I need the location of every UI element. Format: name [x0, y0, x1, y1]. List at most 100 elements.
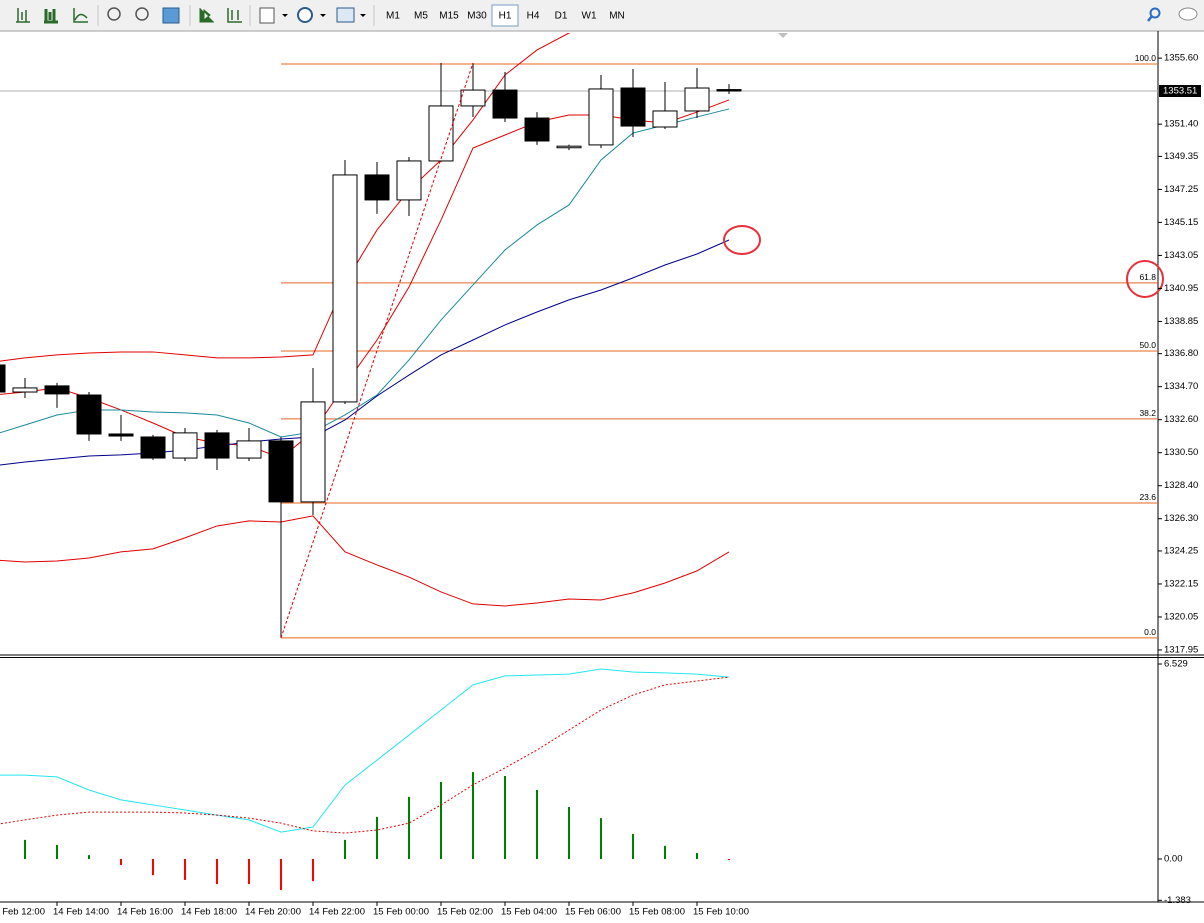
candle-body — [588, 88, 614, 146]
y-tick-label: 1334.70 — [1164, 381, 1198, 392]
current-price-label: 1353.51 — [1163, 86, 1197, 97]
candle-body — [44, 385, 70, 395]
timeframe-button[interactable]: M30 — [467, 11, 487, 22]
candle-body — [684, 87, 710, 112]
macd-line — [0, 676, 730, 834]
histogram-bar — [408, 796, 410, 859]
current-price-box — [1159, 85, 1201, 98]
histogram-bar — [120, 858, 122, 865]
histogram-bar — [312, 858, 314, 882]
y-tick-label: 1355.60 — [1164, 53, 1198, 64]
fibo-label: 50.0 — [1139, 340, 1156, 350]
candle-body — [236, 440, 262, 459]
candle-body — [364, 174, 390, 201]
candle-body — [300, 401, 326, 503]
indicator-line — [0, 99, 730, 459]
y-tick-label: 1330.50 — [1164, 447, 1198, 458]
line-icon[interactable] — [73, 8, 88, 23]
histogram-bar — [632, 833, 634, 859]
y-tick-label: 1322.15 — [1164, 578, 1198, 589]
timeframe-button[interactable]: M5 — [414, 11, 428, 22]
dropdown[interactable] — [282, 14, 288, 17]
autoscroll[interactable] — [199, 8, 214, 23]
macd-line — [0, 668, 730, 833]
timeframe-button[interactable]: H4 — [527, 11, 540, 22]
y-tick-label: -1.383 — [1164, 895, 1191, 906]
chat[interactable] — [1178, 7, 1198, 21]
candle-body — [204, 432, 230, 459]
chart-type-icons[interactable] — [16, 8, 88, 24]
y-tick-label: 1324.25 — [1164, 545, 1198, 556]
indicator-line — [0, 515, 730, 607]
y-tick-label: 1320.05 — [1164, 611, 1198, 622]
dropdown[interactable] — [320, 14, 326, 17]
histogram-bar — [152, 858, 154, 876]
bar-chart-icon[interactable] — [16, 8, 30, 23]
dropdown[interactable] — [360, 14, 366, 17]
fibo-label: 38.2 — [1139, 408, 1156, 418]
candle-body — [108, 433, 134, 437]
fibo-label: 61.8 — [1139, 272, 1156, 282]
y-tick-label: 1326.30 — [1164, 513, 1198, 524]
histogram-bar — [376, 816, 378, 859]
axes: 100.0 61.8 50.0 38.2 23.6 0.0 1355.60 1351.40 13… — [0, 53, 1201, 918]
timeframe-button[interactable]: H1 — [499, 11, 512, 22]
zoom-out[interactable] — [135, 7, 149, 21]
y-tick-label: 1340.95 — [1164, 283, 1198, 294]
candle-body — [268, 440, 294, 503]
histogram-bar — [536, 790, 538, 859]
periods[interactable] — [297, 7, 313, 23]
histogram-bar — [56, 844, 58, 859]
candle-body — [524, 117, 550, 142]
x-tick-label: 14 Feb 16:00 — [117, 907, 173, 918]
candle-body — [652, 110, 678, 128]
timeframe-button[interactable]: W1 — [582, 11, 597, 22]
timeframe-button[interactable]: MN — [609, 11, 625, 22]
fibo-label: 23.6 — [1139, 492, 1156, 502]
timeframe-active — [491, 4, 519, 27]
y-tick-label: 1336.80 — [1164, 348, 1198, 359]
x-tick-label: 14 Feb 20:00 — [245, 907, 301, 918]
candle-body — [76, 394, 102, 435]
timeframe-button[interactable]: D1 — [555, 11, 568, 22]
search[interactable] — [1149, 7, 1161, 19]
x-tick-label: 14 Feb 22:00 — [309, 907, 365, 918]
histogram-bar — [600, 818, 602, 859]
histogram-bar — [344, 839, 346, 859]
templates[interactable] — [336, 7, 355, 23]
histogram-bar — [504, 775, 506, 859]
y-tick-label: 0.00 — [1164, 854, 1183, 865]
fibo-label: 100.0 — [1135, 53, 1157, 63]
histogram-bar — [696, 853, 698, 859]
histogram-bar — [472, 772, 474, 859]
y-tick-label: 1343.05 — [1164, 250, 1198, 261]
candle-body — [460, 89, 486, 107]
candle-body — [556, 145, 582, 149]
toolbar — [0, 0, 1204, 32]
y-tick-label: 6.529 — [1164, 659, 1188, 670]
timeframe-button[interactable]: M1 — [386, 11, 400, 22]
x-tick-label: 14 Feb 18:00 — [181, 907, 237, 918]
toolbar-bg — [0, 0, 1204, 31]
histogram-bar — [440, 781, 442, 859]
tile-windows[interactable] — [162, 7, 180, 24]
y-tick-label: 1338.85 — [1164, 316, 1198, 327]
y-tick-label: 1345.15 — [1164, 217, 1198, 228]
histogram-bar — [184, 858, 186, 880]
x-tick-label: 15 Feb 06:00 — [565, 907, 621, 918]
indicators[interactable] — [259, 7, 275, 24]
histogram-bar — [280, 858, 282, 891]
y-tick-label: 1317.95 — [1164, 644, 1198, 655]
timeframe-button[interactable]: M15 — [439, 11, 459, 22]
zoom-in[interactable] — [107, 7, 121, 21]
candle-body — [0, 364, 6, 393]
annotation-circle — [1126, 260, 1164, 298]
x-tick-label: 14 Feb 12:00 — [0, 907, 45, 918]
candle-body — [716, 89, 742, 92]
x-tick-label: 15 Feb 10:00 — [693, 907, 749, 918]
candle-icon[interactable] — [44, 9, 58, 24]
chart-shift[interactable] — [227, 8, 242, 23]
histogram-bar — [248, 858, 250, 885]
histogram-bar — [568, 807, 570, 859]
